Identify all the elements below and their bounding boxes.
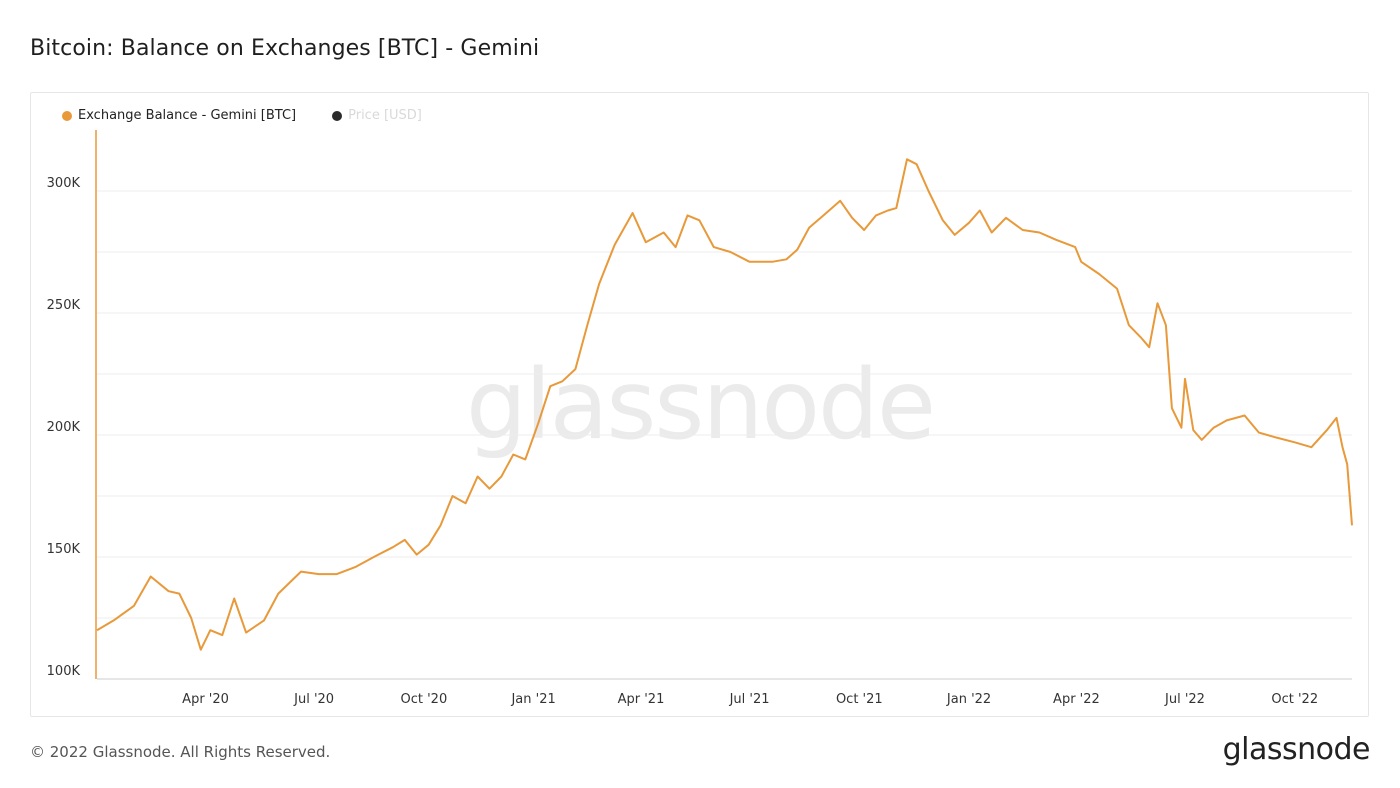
chart-title: Bitcoin: Balance on Exchanges [BTC] - Ge… xyxy=(30,36,540,61)
x-tick-label: Jul '20 xyxy=(293,692,334,707)
y-tick-label: 150K xyxy=(47,542,81,557)
x-tick-label: Oct '21 xyxy=(836,692,883,707)
x-tick-label: Jan '22 xyxy=(946,692,991,707)
x-tick-label: Apr '20 xyxy=(182,692,229,707)
legend-item-price[interactable]: Price [USD] xyxy=(332,108,422,123)
legend-dot-price xyxy=(332,110,343,121)
x-tick-label: Oct '20 xyxy=(401,692,448,707)
y-tick-label: 200K xyxy=(47,420,81,435)
chart-legend: Exchange Balance - Gemini [BTC] Price [U… xyxy=(62,108,458,123)
copyright-text: © 2022 Glassnode. All Rights Reserved. xyxy=(30,743,331,761)
legend-dot-exchange-balance xyxy=(62,110,72,121)
watermark-text: glassnode xyxy=(466,349,934,461)
series-line-exchange-balance[interactable] xyxy=(96,158,1353,651)
y-tick-label: 300K xyxy=(47,176,81,191)
x-tick-label: Apr '22 xyxy=(1053,692,1100,707)
legend-item-exchange-balance[interactable]: Exchange Balance - Gemini [BTC] xyxy=(62,108,296,123)
y-tick-label: 100K xyxy=(47,664,81,679)
y-tick-label: 250K xyxy=(47,298,81,313)
legend-label-exchange-balance: Exchange Balance - Gemini [BTC] xyxy=(78,108,297,123)
chart-panel xyxy=(30,92,1369,717)
x-tick-label: Oct '22 xyxy=(1271,692,1318,707)
x-tick-label: Jul '21 xyxy=(729,692,770,707)
x-tick-label: Jul '22 xyxy=(1164,692,1205,707)
legend-label-price: Price [USD] xyxy=(348,108,422,123)
x-tick-label: Apr '21 xyxy=(618,692,665,707)
brand-logo: glassnode xyxy=(1222,732,1371,767)
x-tick-label: Jan '21 xyxy=(510,692,555,707)
